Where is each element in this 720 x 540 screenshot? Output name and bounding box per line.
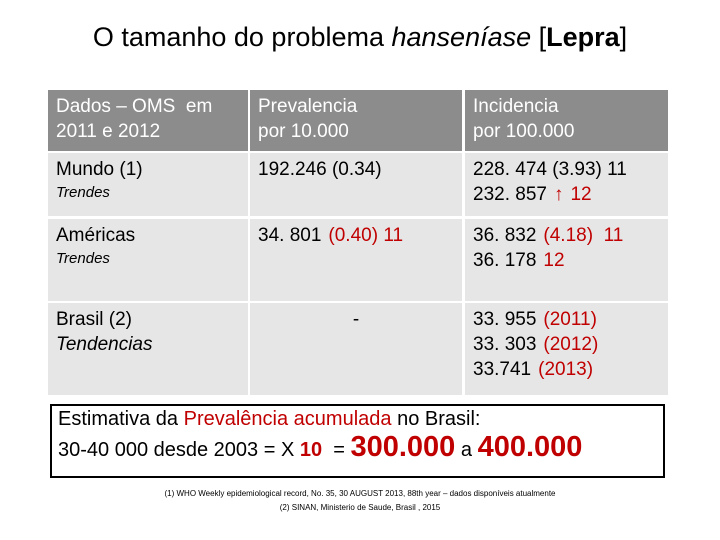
text-segment: Brasil (2) [56,309,133,330]
text-segment: 36. 832 [473,225,537,246]
table-cell: 228. 474 (3.93) 11 232. 857 ↑ 12 [465,153,668,216]
text-segment: = [322,439,351,461]
slide-title: O tamanho do problema hanseníase [Lepra] [0,22,720,53]
cell-line: 34. 801 (0.40) 11 [258,223,454,248]
text-segment: Estimativa da [58,408,184,430]
header-text: Prevalencia [258,96,358,117]
text-segment: 34. 801 [258,225,322,246]
cell-line: 36. 832 (4.18) 11 [473,223,660,248]
text-segment: Tendencias [56,334,153,355]
text-segment: 33. 955 [473,309,537,330]
text-segment: 33. 303 [473,334,537,355]
table-cell: Brasil (2) Tendencias [48,303,248,395]
cell-line: 33.741 (2013) [473,357,660,382]
text-segment: 33.741 [473,359,532,380]
text-segment: 10 [299,439,323,461]
text-segment: a [455,439,478,461]
table-cell: 36. 832 (4.18) 11 36. 178 12 [465,219,668,301]
header-cell: Prevalencia por 10.000 [250,90,462,151]
title-italic: hanseníase [391,22,532,52]
cell-line: 33. 303 (2012) [473,332,660,357]
text-segment: (2013) [538,359,594,380]
cell-line: Brasil (2) [56,307,240,332]
text-segment: Prevalência acumulada [183,408,392,430]
estimate-line: 30-40 000 desde 2003 = X 10 = 300.000 a … [58,431,657,464]
text-segment: ↑ [553,184,564,205]
text-segment: Mundo (1) [56,159,143,180]
cell-line: 33. 955 (2011) [473,307,660,332]
title-bracket: [ [531,22,547,52]
estimate-line: Estimativa da Prevalência acumulada no B… [58,408,657,431]
text-segment: (4.18) 11 [543,225,624,246]
footnote: (1) WHO Weekly epidemiological record, N… [164,489,556,498]
text-segment: 192.246 (0.34) [258,159,382,180]
text-segment: Trendes [56,250,110,267]
text-segment: no Brasil: [391,408,481,430]
table-cell: Américas Trendes [48,219,248,301]
table-cell: 192.246 (0.34) [250,153,462,216]
header-text: Incidencia [473,96,559,117]
cell-line: Américas [56,223,240,248]
header-text: 2011 e 2012 [56,121,161,142]
text-segment: (2012) [543,334,599,355]
text-segment: 400.000 [477,431,583,463]
text-segment: 36. 178 [473,250,537,271]
cell-line: Trendes [56,182,240,204]
text-segment: 232. 857 [473,184,547,205]
table-cell: 34. 801 (0.40) 11 [250,219,462,301]
title-text: O tamanho do problema [92,22,392,52]
cell-line: 192.246 (0.34) [258,157,454,182]
text-segment: - [352,309,360,330]
table-cell: Mundo (1) Trendes [48,153,248,216]
cell-line: Mundo (1) [56,157,240,182]
footnote: (2) SINAN, Ministerio de Saude, Brasil ,… [279,503,441,512]
cell-line: 232. 857 ↑ 12 [473,182,660,207]
cell-line: 228. 474 (3.93) 11 [473,157,660,182]
title-bracket: ] [619,22,628,52]
text-segment: 12 [543,250,565,271]
text-segment: 228. 474 (3.93) 11 [473,159,627,180]
text-segment: 300.000 [350,431,456,463]
header-cell: Dados – OMS em 2011 e 2012 [48,90,248,151]
header-text: por 100.000 [473,121,575,142]
header-text: por 10.000 [258,121,349,142]
text-segment: 12 [570,184,592,205]
cell-line: - [258,307,454,332]
cell-line: Tendencias [56,332,240,357]
text-segment: Américas [56,225,136,246]
cell-line: 36. 178 12 [473,248,660,273]
text-segment: (0.40) 11 [328,225,404,246]
text-segment: (2011) [543,309,597,330]
text-segment: 30-40 000 desde 2003 = X [58,439,300,461]
table-cell: - [250,303,462,395]
title-bold: Lepra [546,22,620,52]
estimate-box: Estimativa da Prevalência acumulada no B… [50,404,665,478]
table-cell: 33. 955 (2011) 33. 303 (2012) 33.741 (2013) [465,303,668,395]
cell-line: Trendes [56,248,240,270]
text-segment: Trendes [56,184,110,201]
header-text: Dados – OMS em [56,96,213,117]
header-cell: Incidencia por 100.000 [465,90,668,151]
